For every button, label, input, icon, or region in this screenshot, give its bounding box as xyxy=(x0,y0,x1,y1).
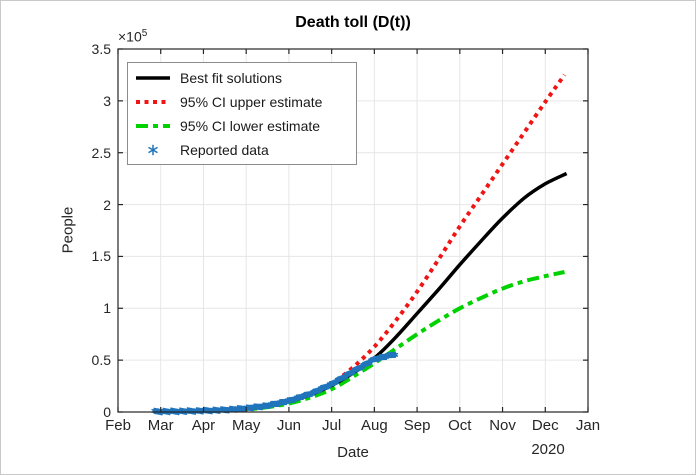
legend-label: 95% CI upper estimate xyxy=(180,93,323,110)
y-axis-label: People xyxy=(59,206,77,254)
page-title: Death toll (D(t)) xyxy=(295,14,411,31)
axes-box-and-ticks xyxy=(117,48,589,413)
y-tick-label-1: 1 xyxy=(103,300,111,317)
y-tick-label-2.5: 2.5 xyxy=(91,144,111,161)
data-series xyxy=(151,73,568,416)
grid-lines xyxy=(118,49,588,412)
x-tick-label-aug: Aug xyxy=(361,417,388,434)
solid-line-sample-icon xyxy=(136,75,170,80)
legend-label: 95% CI lower estimate xyxy=(180,117,321,134)
dotted-line-sample-icon xyxy=(136,99,170,104)
y-tick-label-0.5: 0.5 xyxy=(91,352,111,369)
x-tick-label-nov: Nov xyxy=(489,417,516,434)
x-axis-year-label: 2020 xyxy=(531,441,565,458)
x-tick-label-mar: Mar xyxy=(147,417,174,434)
x-tick-label-may: May xyxy=(232,417,261,434)
legend-item-reported-data: Reported data xyxy=(128,138,356,162)
legend-item-upper-ci: 95% CI upper estimate xyxy=(128,90,356,114)
x-tick-label-jun: Jun xyxy=(276,417,301,434)
y-tick-label-2: 2 xyxy=(103,196,111,213)
y-axis-multiplier-exponent: 5 xyxy=(141,28,148,39)
legend-label: Reported data xyxy=(180,141,269,158)
x-tick-label-jul: Jul xyxy=(322,417,342,434)
y-tick-label-3.5: 3.5 xyxy=(91,41,111,57)
legend-item-lower-ci: 95% CI lower estimate xyxy=(128,114,356,138)
y-tick-label-3: 3 xyxy=(103,92,111,109)
x-tick-label-sep: Sep xyxy=(403,417,431,434)
x-tick-label-apr: Apr xyxy=(191,417,216,434)
x-tick-label-oct: Oct xyxy=(448,417,472,434)
reported-data-markers xyxy=(151,351,399,416)
y-axis-multiplier-base: ×10 xyxy=(118,28,142,45)
legend-box: Best fit solutions 95% CI upper estimate… xyxy=(127,62,357,165)
plot-box xyxy=(117,48,589,413)
y-axis-multiplier: ×105 xyxy=(118,28,147,45)
legend-item-best-fit: Best fit solutions xyxy=(128,66,356,90)
series-line-0 xyxy=(154,171,568,414)
y-tick-label-0: 0 xyxy=(103,404,111,420)
legend-label: Best fit solutions xyxy=(180,69,282,86)
x-tick-label-feb: Feb xyxy=(105,417,131,434)
y-tick-label-1.5: 1.5 xyxy=(91,248,111,265)
dashdot-line-sample-icon xyxy=(136,123,170,128)
asterisk-spoke xyxy=(148,146,158,153)
asterisk-marker-sample-icon xyxy=(148,144,158,155)
series-line-1 xyxy=(154,73,567,414)
x-tick-label-jan: Jan xyxy=(575,417,601,434)
x-axis-label: Date xyxy=(337,444,369,461)
x-tick-label-dec: Dec xyxy=(531,417,559,434)
